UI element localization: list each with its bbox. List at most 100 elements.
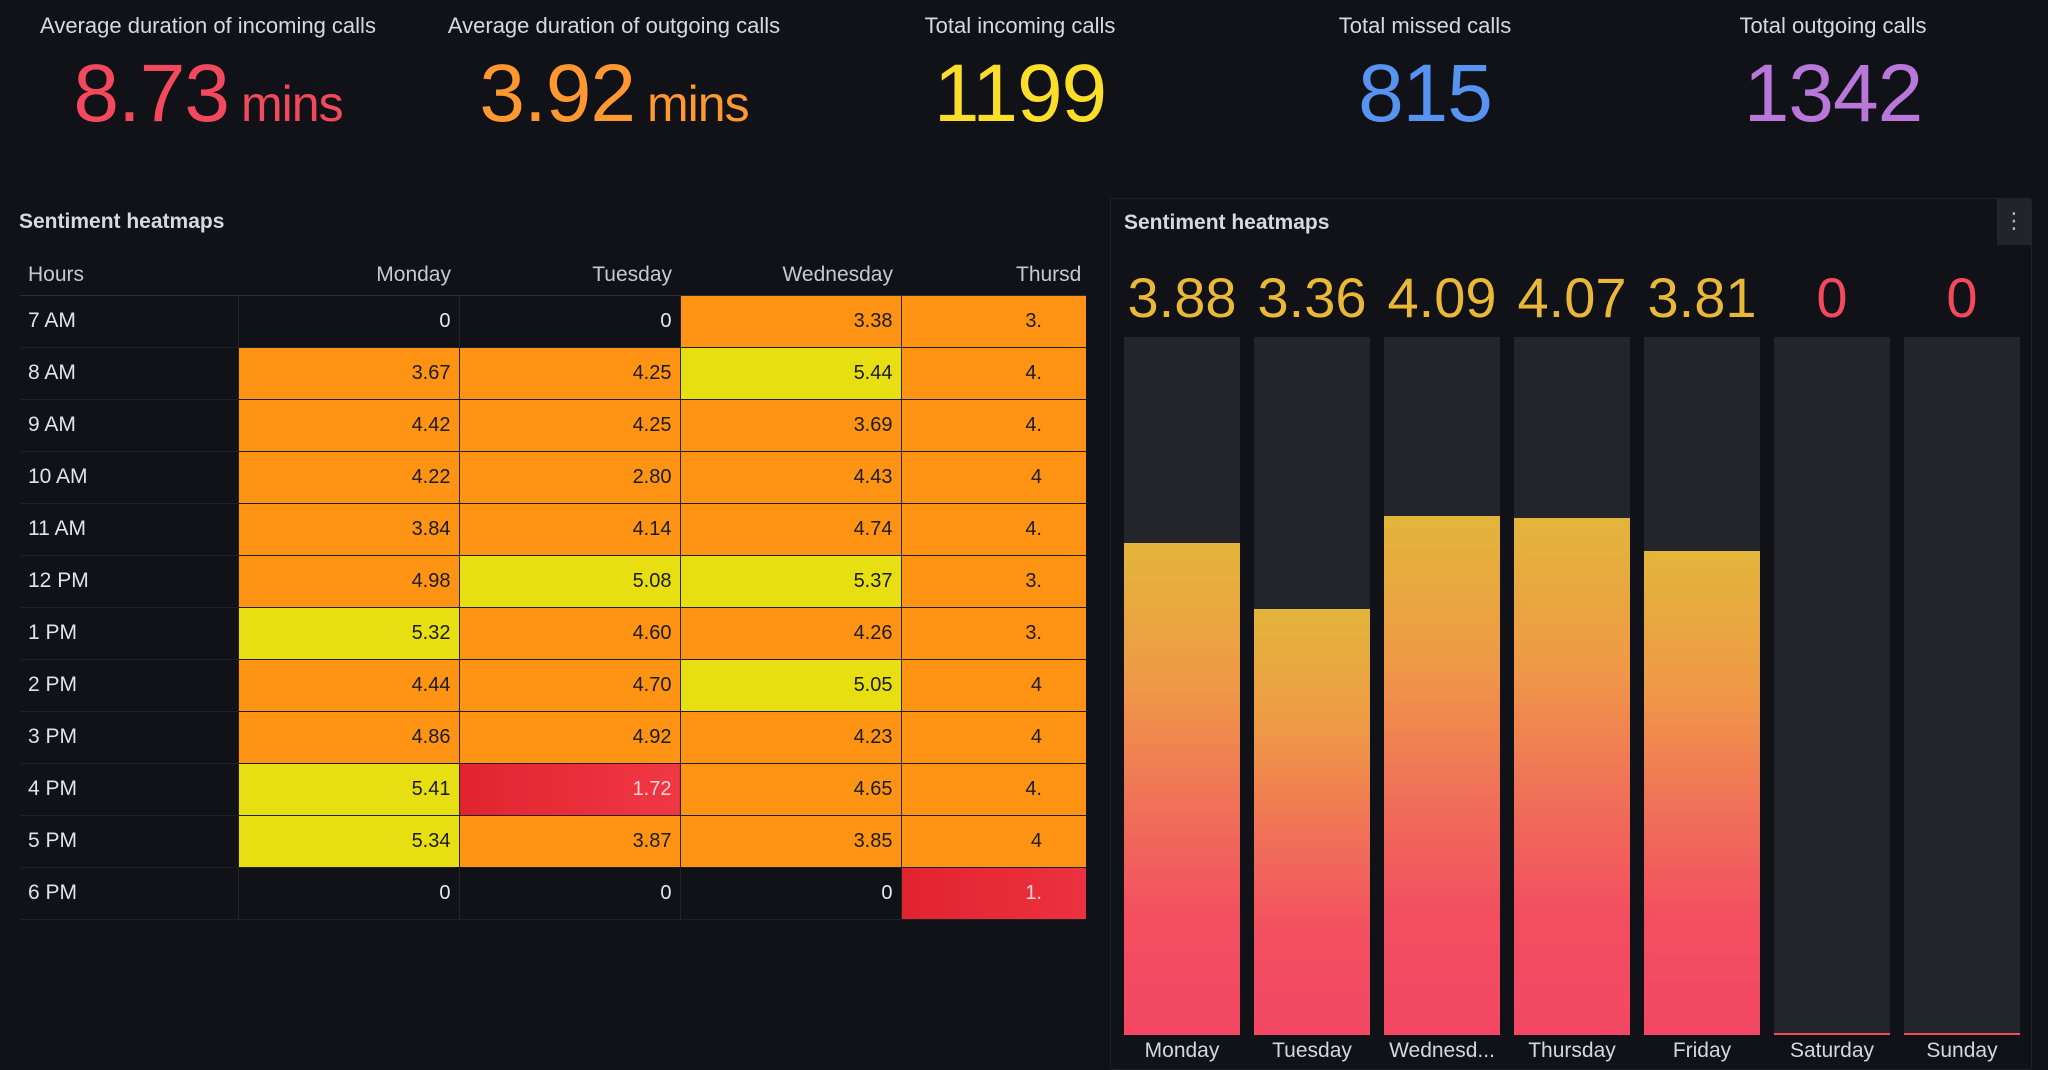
heatmap-cell: 4.65 <box>679 763 901 816</box>
hour-cell: 11 AM <box>20 503 238 556</box>
stat-outgoing-duration: Average duration of outgoing calls 3.92 m… <box>416 0 812 150</box>
stat-unit: mins <box>241 76 344 132</box>
stat-number: 1199 <box>933 48 1107 139</box>
heatmap-table: Hours Monday Tuesday Wednesday Thursd 7 … <box>20 255 1086 920</box>
table-row: 9 AM 4.42 4.25 3.69 4. <box>20 399 1086 452</box>
heatmap-cell: 2.80 <box>458 451 680 504</box>
heatmap-cell: 4.98 <box>237 555 459 608</box>
stat-number: 1342 <box>1743 48 1923 139</box>
bar-track <box>1124 337 1240 1035</box>
table-row: 7 AM 0 0 3.38 3. <box>20 295 1086 348</box>
heatmap-cell: 1.72 <box>458 763 680 816</box>
stat-total-incoming: Total incoming calls 1199 <box>812 0 1228 150</box>
heatmap-cell: 4.25 <box>458 347 680 400</box>
hour-cell: 8 AM <box>20 347 238 400</box>
bar-fill <box>1644 551 1760 1035</box>
hour-cell: 2 PM <box>20 659 238 712</box>
heatmap-cell: 3. <box>900 295 1086 348</box>
bar-label: Tuesday <box>1272 1039 1352 1062</box>
bar-value: 0 <box>1946 266 1978 329</box>
table-row: 12 PM 4.98 5.08 5.37 3. <box>20 555 1086 608</box>
hour-cell: 4 PM <box>20 763 238 816</box>
stat-title: Average duration of outgoing calls <box>447 13 781 38</box>
bar-track <box>1774 337 1890 1035</box>
stat-value: 3.92 mins <box>416 47 812 141</box>
stat-title: Total incoming calls <box>924 13 1116 38</box>
stat-title: Average duration of incoming calls <box>40 13 376 38</box>
panel-menu-icon[interactable]: ⋮ <box>1997 199 2031 245</box>
heatmap-cell: 5.44 <box>679 347 901 400</box>
heatmap-cell: 3.67 <box>237 347 459 400</box>
table-row: 1 PM 5.32 4.60 4.26 3. <box>20 607 1086 660</box>
stat-number: 3.92 <box>479 48 636 139</box>
bar-gauge-area: 3.88 Monday 3.36 Tuesday 4.09 Wednesd... 4.07 T… <box>1124 199 2020 1069</box>
bar-fill <box>1384 516 1500 1035</box>
heatmap-cell: 0 <box>237 295 459 348</box>
heatmap-cell: 4.42 <box>237 399 459 452</box>
stat-title: Total outgoing calls <box>1739 13 1927 38</box>
heatmap-cell: 4.26 <box>679 607 901 660</box>
heatmap-cell: 4.74 <box>679 503 901 556</box>
panel-title: Sentiment heatmaps <box>1124 211 1330 234</box>
column-header-wednesday[interactable]: Wednesday <box>680 255 901 296</box>
bar-label: Thursday <box>1528 1039 1616 1062</box>
bar-label: Sunday <box>1926 1039 1998 1062</box>
heatmap-cell: 4. <box>900 399 1086 452</box>
heatmap-cell: 5.08 <box>458 555 680 608</box>
hour-cell: 5 PM <box>20 815 238 868</box>
heatmap-cell: 4.43 <box>679 451 901 504</box>
stat-total-missed: Total missed calls 815 <box>1220 0 1630 150</box>
column-header-thursday[interactable]: Thursd <box>901 255 1086 296</box>
bar-value: 4.07 <box>1517 266 1627 329</box>
heatmap-cell: 4.23 <box>679 711 901 764</box>
bar-value: 3.81 <box>1647 266 1757 329</box>
table-row: 3 PM 4.86 4.92 4.23 4 <box>20 711 1086 764</box>
hour-cell: 3 PM <box>20 711 238 764</box>
heatmap-cell: 3. <box>900 607 1086 660</box>
heatmap-table-panel: Sentiment heatmaps Hours Monday Tuesday … <box>0 195 1098 955</box>
heatmap-cell: 4 <box>900 815 1086 868</box>
heatmap-cell: 5.34 <box>237 815 459 868</box>
heatmap-cell: 4 <box>900 451 1086 504</box>
bar-label: Wednesd... <box>1389 1039 1495 1062</box>
hour-cell: 1 PM <box>20 607 238 660</box>
bar-value: 3.88 <box>1127 266 1237 329</box>
heatmap-cell: 4.92 <box>458 711 680 764</box>
hour-cell: 10 AM <box>20 451 238 504</box>
table-row: 2 PM 4.44 4.70 5.05 4 <box>20 659 1086 712</box>
column-header-hours[interactable]: Hours <box>20 255 238 296</box>
stat-incoming-duration: Average duration of incoming calls 8.73 m… <box>0 0 416 150</box>
heatmap-table-viewport[interactable]: Hours Monday Tuesday Wednesday Thursd 7 … <box>20 255 1086 935</box>
column-header-monday[interactable]: Monday <box>238 255 459 296</box>
stat-number: 815 <box>1358 48 1493 139</box>
heatmap-cell: 4. <box>900 503 1086 556</box>
table-row: 6 PM 0 0 0 1. <box>20 867 1086 920</box>
hour-cell: 12 PM <box>20 555 238 608</box>
bar-fill <box>1124 543 1240 1035</box>
heatmap-cell: 3.87 <box>458 815 680 868</box>
heatmap-cell: 0 <box>237 867 459 920</box>
bar-fill <box>1904 1033 2020 1035</box>
table-row: 5 PM 5.34 3.87 3.85 4 <box>20 815 1086 868</box>
bar-fill <box>1774 1033 1890 1035</box>
bar-track <box>1904 337 2020 1035</box>
heatmap-cell: 4 <box>900 659 1086 712</box>
hour-cell: 7 AM <box>20 295 238 348</box>
heatmap-cell: 4.22 <box>237 451 459 504</box>
stat-unit: mins <box>647 76 750 132</box>
heatmap-cell: 4.60 <box>458 607 680 660</box>
heatmap-cell: 3.85 <box>679 815 901 868</box>
column-header-tuesday[interactable]: Tuesday <box>459 255 680 296</box>
stat-value: 8.73 mins <box>0 47 416 141</box>
table-row: 11 AM 3.84 4.14 4.74 4. <box>20 503 1086 556</box>
heatmap-cell: 5.41 <box>237 763 459 816</box>
bar-value: 4.09 <box>1387 266 1497 329</box>
bar-gauge-panel: Sentiment heatmaps ⋮ 3.88 Monday 3.36 Tuesd… <box>1110 198 2032 1070</box>
stat-value: 815 <box>1220 47 1630 141</box>
heatmap-cell: 3.84 <box>237 503 459 556</box>
bar-value: 3.36 <box>1257 266 1367 329</box>
heatmap-cell: 4.86 <box>237 711 459 764</box>
bar-fill <box>1254 609 1370 1035</box>
heatmap-cell: 4.25 <box>458 399 680 452</box>
hour-cell: 9 AM <box>20 399 238 452</box>
